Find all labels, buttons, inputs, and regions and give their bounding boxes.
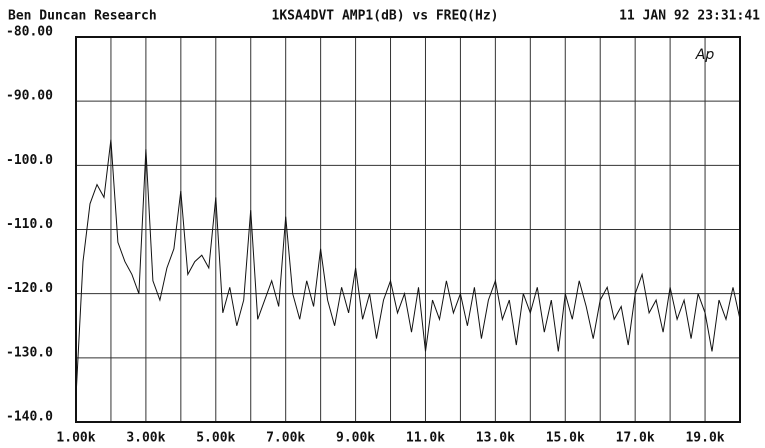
timestamp: 11 JAN 92 23:31:41 bbox=[619, 9, 760, 24]
y-tick-label: -80.00 bbox=[6, 25, 53, 40]
x-tick-label: 7.00k bbox=[266, 431, 305, 446]
x-tick-label: 15.0k bbox=[546, 431, 585, 446]
x-tick-label: 3.00k bbox=[126, 431, 165, 446]
x-tick-label: 13.0k bbox=[476, 431, 515, 446]
y-tick-label: -90.00 bbox=[6, 89, 53, 104]
y-tick-label: -120.0 bbox=[6, 281, 53, 296]
x-tick-label: 5.00k bbox=[196, 431, 235, 446]
y-tick-label: -100.0 bbox=[6, 153, 53, 168]
x-tick-label: 19.0k bbox=[685, 431, 724, 446]
y-tick-label: -130.0 bbox=[6, 345, 53, 360]
header-left: Ben Duncan Research bbox=[8, 9, 157, 24]
x-tick-label: 1.00k bbox=[56, 431, 95, 446]
x-tick-label: 17.0k bbox=[616, 431, 655, 446]
chart-title: 1KSA4DVT AMP1(dB) vs FREQ(Hz) bbox=[272, 9, 499, 24]
x-tick-label: 11.0k bbox=[406, 431, 445, 446]
y-tick-label: -140.0 bbox=[6, 410, 53, 425]
y-tick-label: -110.0 bbox=[6, 217, 53, 232]
x-tick-label: 9.00k bbox=[336, 431, 375, 446]
spectrum-line bbox=[75, 139, 741, 397]
plot-frame bbox=[75, 36, 741, 423]
